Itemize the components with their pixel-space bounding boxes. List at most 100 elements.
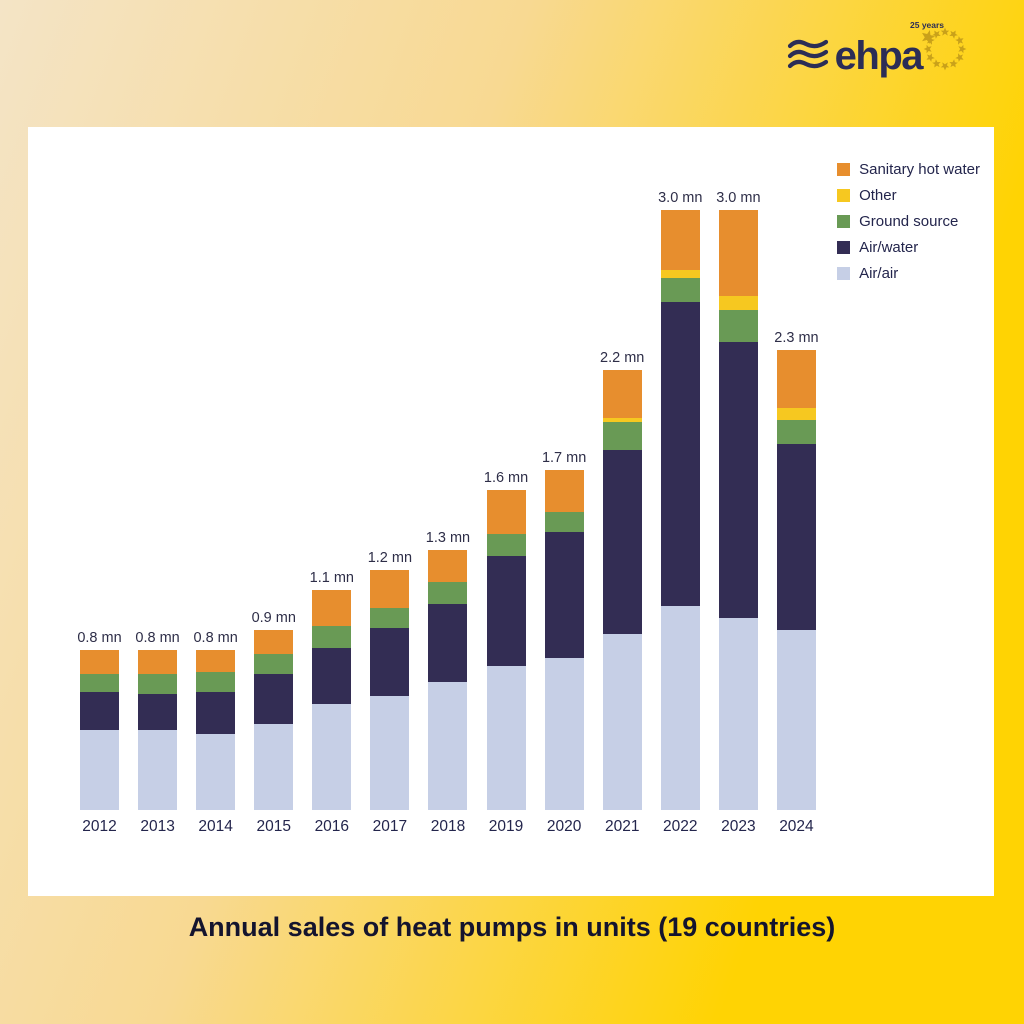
bar-segment-air-water [718,342,758,618]
bar-segment-air-air [602,634,642,810]
bar-stack [718,210,758,810]
x-axis-label: 2023 [721,818,756,835]
bar-segment-ground-source [196,672,236,692]
legend-swatch [837,189,851,202]
bar-group: 1.1 mn 2016 [310,570,354,836]
bar-segment-air-air [312,704,352,810]
chart-legend: Sanitary hot water Other Ground source Air/… [837,161,980,282]
bar-segment-air-air [776,630,816,810]
x-axis-label: 2012 [82,818,117,835]
bar-segment-sanitary-hot-water [660,210,700,270]
bar-segment-sanitary-hot-water [370,570,410,608]
bar-total-label: 3.0 mn [658,190,703,206]
bar-segment-sanitary-hot-water [718,210,758,296]
bar-group: 1.2 mn 2017 [368,550,412,836]
legend-label: Air/water [859,239,919,256]
x-axis-label: 2019 [488,818,524,835]
bar-total-label: 0.8 mn [77,630,122,646]
bar-group: 2.2 mn 2021 [600,350,644,836]
bar-segment-ground-source [718,310,758,342]
bar-group: 0.8 mn 2014 [193,630,238,836]
legend-label: Other [859,187,897,204]
bar-group: 0.8 mn 2013 [135,630,180,836]
bar-segment-ground-source [776,420,816,444]
bar-segment-air-air [718,618,758,810]
legend-item: Ground source [837,213,980,230]
bar-stack [312,590,352,810]
bar-segment-air-air [486,666,526,810]
bar-segment-sanitary-hot-water [312,590,352,626]
legend-item: Air/water [837,239,980,256]
bar-segment-air-water [80,692,119,730]
bar-total-label: 0.8 mn [193,630,238,646]
bar-total-label: 1.3 mn [425,530,471,546]
bar-total-label: 0.8 mn [135,630,180,646]
bar-segment-air-water [776,444,816,630]
bar-segment-other [602,418,642,422]
x-axis-label: 2013 [140,818,175,835]
legend-item: Other [837,187,980,204]
bar-segment-air-water [138,694,178,730]
bar-stack [370,570,410,810]
bar-segment-ground-source [428,582,468,604]
bar-segment-ground-source [486,534,526,556]
bar-group: 3.0 mn 2023 [716,190,761,836]
bar-segment-other [776,408,816,420]
bar-stack [80,650,119,810]
bar-segment-air-water [370,628,410,696]
bar-segment-air-air [428,682,468,810]
bar-total-label: 2.3 mn [774,330,819,346]
x-axis-label: 2018 [430,818,466,835]
bar-group: 1.3 mn 2018 [425,530,471,836]
bar-stack [428,550,468,810]
bar-segment-ground-source [602,422,642,450]
x-axis-label: 2022 [663,818,698,835]
bar-segment-sanitary-hot-water [254,630,294,654]
bar-segment-air-air [660,606,700,810]
bar-total-label: 0.9 mn [251,610,296,626]
bar-segment-other [660,270,700,278]
legend-swatch [837,163,851,176]
x-axis-label: 2017 [372,818,408,835]
bar-segment-sanitary-hot-water [80,650,119,674]
bar-total-label: 1.6 mn [483,470,529,486]
plot-area: 0.8 mn 2012 0.8 mn 2013 0.8 mn 2014 0.9 mn 2015… [77,190,819,836]
bar-segment-ground-source [312,626,352,648]
bar-segment-other [718,296,758,310]
bar-segment-air-air [80,730,119,810]
stars-block: 25 years [910,20,972,76]
legend-swatch [837,215,851,228]
legend-label: Sanitary hot water [859,161,980,178]
bar-segment-air-water [544,532,584,658]
bar-stack [486,490,526,810]
bar-stack [196,650,236,810]
legend-label: Ground source [859,213,959,230]
bar-total-label: 3.0 mn [716,190,761,206]
bar-segment-sanitary-hot-water [138,650,178,674]
bar-stack [776,350,816,810]
x-axis-label: 2020 [546,818,582,835]
legend-item: Sanitary hot water [837,161,980,178]
bar-segment-ground-source [80,674,119,692]
bar-segment-air-water [602,450,642,634]
bar-group: 3.0 mn 2022 [658,190,703,836]
bar-segment-ground-source [544,512,584,532]
bar-segment-air-water [312,648,352,704]
bar-segment-sanitary-hot-water [602,370,642,418]
x-axis-label: 2016 [314,818,350,835]
x-axis-label: 2014 [198,818,233,835]
brand-text: ehpa [834,34,924,78]
bar-segment-air-water [254,674,294,724]
legend-swatch [837,267,851,280]
chart-card: Sanitary hot water Other Ground source Air/… [28,127,994,896]
chart-caption: Annual sales of heat pumps in units (19 … [188,912,836,942]
bar-group: 0.8 mn 2012 [77,630,122,836]
bar-group: 1.6 mn 2019 [483,470,529,836]
bar-segment-air-air [370,696,410,810]
bar-stack [602,370,642,810]
legend-swatch [837,241,851,254]
bar-group: 0.9 mn 2015 [251,610,296,836]
x-axis-label: 2015 [256,818,291,835]
bar-segment-air-air [196,734,236,810]
